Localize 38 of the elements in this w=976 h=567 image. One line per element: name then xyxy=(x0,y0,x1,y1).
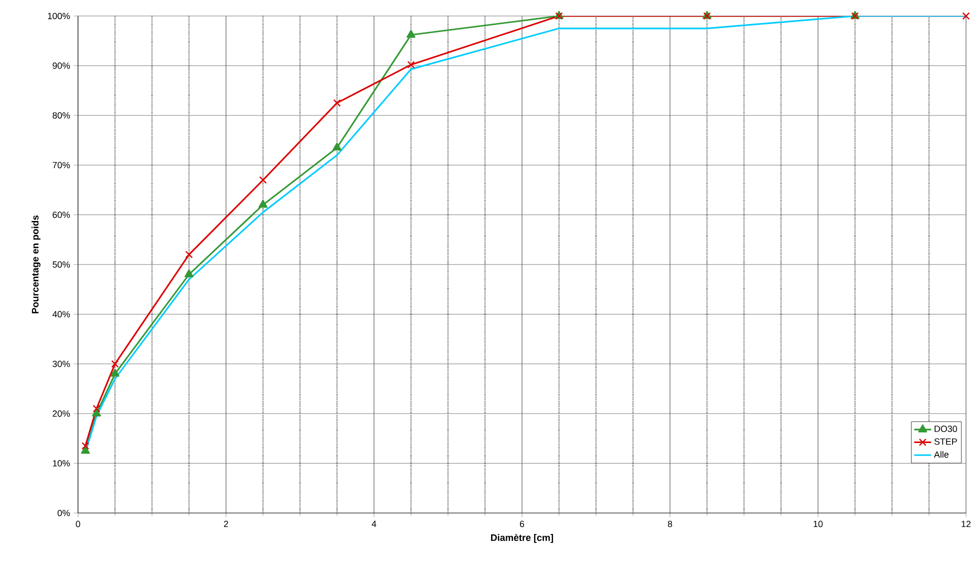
y-tick-label: 60% xyxy=(52,212,70,218)
point xyxy=(185,250,193,258)
y-tick-label: 90% xyxy=(52,62,70,69)
point xyxy=(184,269,194,278)
point xyxy=(332,142,342,151)
x-axis-title: Diamètre [cm] xyxy=(491,534,554,543)
x-tick-label: 4 xyxy=(372,520,376,527)
y-tick-label: 100% xyxy=(48,12,70,20)
point xyxy=(258,200,268,208)
y-tick-label: 20% xyxy=(52,410,70,417)
y-tick-label: 30% xyxy=(52,360,70,368)
y-tick-label: 80% xyxy=(52,112,70,119)
x-tick-label: 12 xyxy=(962,520,971,528)
x-tick-label: 10 xyxy=(814,520,823,528)
y-tick-label: 70% xyxy=(52,162,70,168)
point xyxy=(92,404,100,412)
point xyxy=(111,360,119,368)
point xyxy=(82,442,90,450)
y-tick-label: 50% xyxy=(52,261,70,268)
x-tick-label: 2 xyxy=(224,520,228,528)
point xyxy=(92,408,101,416)
legend-label: Alle xyxy=(934,451,949,458)
point xyxy=(110,368,120,377)
legend-label: STEP xyxy=(934,438,957,445)
point xyxy=(80,446,90,454)
point xyxy=(406,30,416,38)
y-tick-label: 40% xyxy=(52,311,70,318)
legend-label: DO30 xyxy=(934,426,958,432)
point xyxy=(962,12,970,20)
point xyxy=(407,60,415,68)
x-tick-label: 8 xyxy=(668,520,672,528)
x-tick-label: 6 xyxy=(520,520,524,528)
point xyxy=(259,176,267,184)
y-axis-title: Pourcentage en poids xyxy=(32,215,40,314)
y-tick-label: 10% xyxy=(52,460,70,466)
y-tick-label: 0% xyxy=(58,510,70,516)
x-tick-label: 0 xyxy=(76,520,80,528)
point xyxy=(333,99,341,107)
